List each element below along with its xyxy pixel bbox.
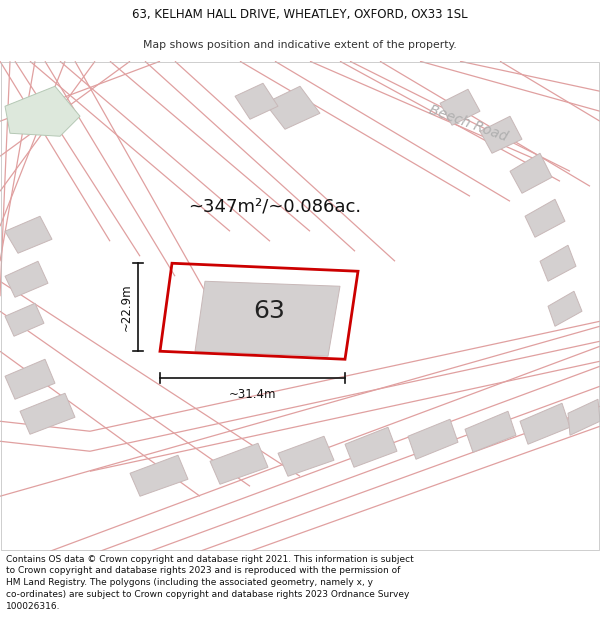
Polygon shape: [408, 419, 458, 459]
Polygon shape: [480, 116, 522, 153]
Polygon shape: [465, 411, 516, 452]
Polygon shape: [525, 199, 565, 238]
Polygon shape: [5, 359, 55, 399]
Polygon shape: [195, 281, 340, 356]
Polygon shape: [5, 216, 52, 253]
Polygon shape: [278, 436, 334, 476]
Polygon shape: [130, 455, 188, 496]
Polygon shape: [5, 261, 48, 298]
Polygon shape: [540, 245, 576, 281]
Polygon shape: [5, 303, 44, 336]
Text: Beech Road: Beech Road: [427, 102, 509, 144]
Text: Map shows position and indicative extent of the property.: Map shows position and indicative extent…: [143, 39, 457, 49]
Polygon shape: [548, 291, 582, 326]
Text: ~22.9m: ~22.9m: [119, 283, 133, 331]
Polygon shape: [510, 153, 552, 193]
Polygon shape: [265, 86, 320, 129]
Text: Contains OS data © Crown copyright and database right 2021. This information is : Contains OS data © Crown copyright and d…: [6, 554, 414, 611]
Polygon shape: [440, 89, 480, 125]
Polygon shape: [520, 403, 570, 444]
Polygon shape: [210, 443, 268, 484]
Polygon shape: [235, 83, 278, 119]
Text: ~347m²/~0.086ac.: ~347m²/~0.086ac.: [188, 198, 361, 215]
Text: 63, KELHAM HALL DRIVE, WHEATLEY, OXFORD, OX33 1SL: 63, KELHAM HALL DRIVE, WHEATLEY, OXFORD,…: [132, 8, 468, 21]
Polygon shape: [20, 393, 75, 434]
Polygon shape: [345, 428, 397, 468]
Polygon shape: [568, 399, 600, 435]
Text: ~31.4m: ~31.4m: [229, 388, 276, 401]
Text: 63: 63: [253, 299, 284, 323]
Polygon shape: [5, 86, 80, 136]
